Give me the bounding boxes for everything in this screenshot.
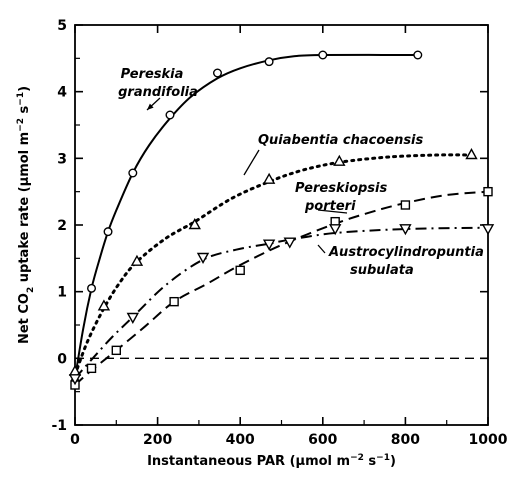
series-label-leader [317,209,348,214]
data-point [128,168,138,178]
series-pereskia-grandifolia [70,50,423,387]
data-point [483,186,493,197]
data-point [318,50,328,60]
x-tick-label: 600 [308,432,337,448]
data-point [262,172,276,184]
data-point [196,252,210,264]
data-point [130,254,144,266]
series-label: Pereskia grandifolia [118,67,198,100]
y-tick-label: 0 [57,351,67,367]
series-austrocylindropuntia-subulata [68,224,495,386]
series-line [75,226,488,379]
data-point [235,265,245,276]
y-tick-label: 2 [57,218,67,234]
x-axis-title: Instantaneous PAR (μmol m−2 s−1) [147,453,396,469]
series-label-leader [243,149,260,176]
data-point [86,363,97,374]
series-quiabentia-chacoensis [68,148,478,377]
data-point [400,200,411,210]
data-point [212,68,222,78]
series-label: Austrocylindropuntia subulata [328,245,484,278]
y-tick-label: 3 [57,151,67,167]
data-point [165,110,175,120]
series-label: Pereskiopsis porteri [295,181,387,214]
y-tick-label: -1 [51,418,67,434]
data-point [169,296,179,307]
x-tick-label: 800 [391,432,420,448]
data-point [126,312,140,324]
data-point [264,57,274,67]
leader-arrowhead [147,103,154,110]
data-point [465,148,478,160]
y-tick-label: 4 [57,85,67,101]
data-point [329,224,342,236]
data-point [87,283,97,293]
data-point [111,345,122,356]
series-line [75,190,488,386]
y-axis-title: Net CO2 uptake rate (μmol m−2 s−1) [16,86,36,344]
data-point [413,50,423,60]
y-tick-label: 5 [57,18,67,34]
data-point [399,224,412,236]
data-point [262,239,276,251]
series-label-leader [317,244,326,254]
data-point [97,299,111,311]
x-tick-label: 1000 [469,432,508,448]
series-label: Quiabentia chacoensis [258,133,424,148]
y-tick-label: 1 [57,285,67,301]
data-point [103,227,113,237]
data-point [188,218,201,230]
data-point [283,237,296,249]
data-point [481,224,495,236]
x-tick-label: 0 [70,432,80,448]
x-tick-label: 200 [143,432,172,448]
series-line [75,53,418,379]
x-tick-label: 400 [226,432,255,448]
data-point [68,374,82,386]
data-point [333,154,346,166]
